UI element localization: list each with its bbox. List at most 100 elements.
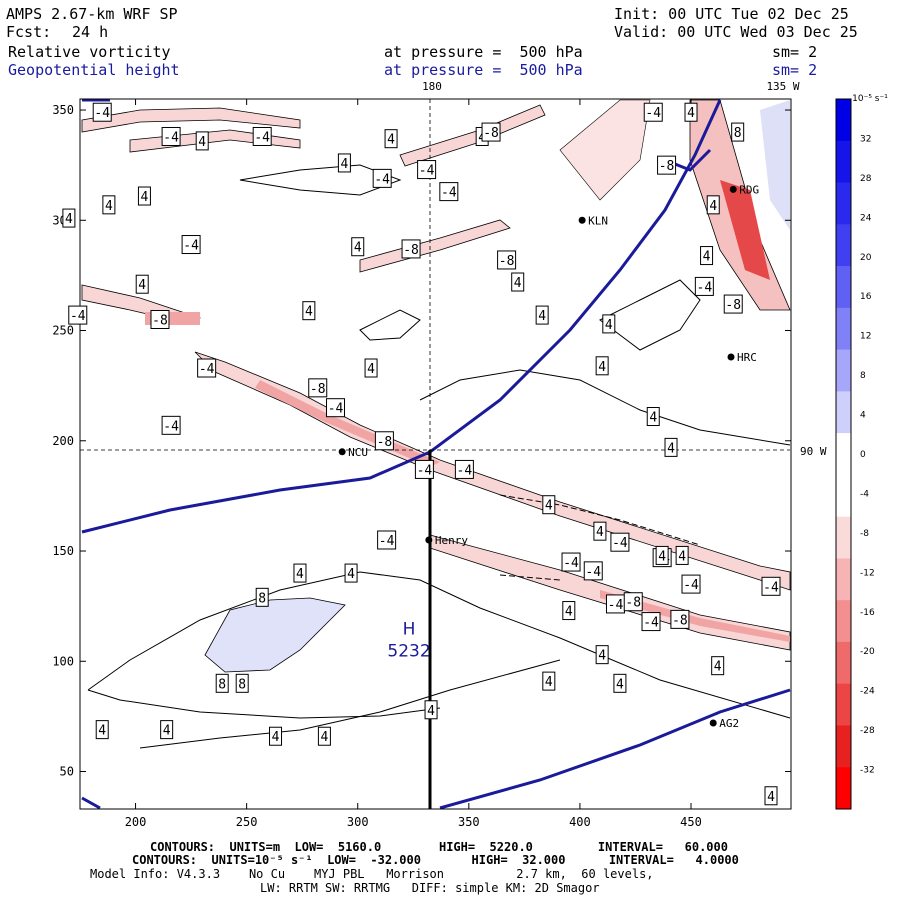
colorbar-segment	[836, 266, 851, 309]
contour-line	[87, 689, 441, 719]
contour-label: -4	[697, 280, 713, 295]
contour-label: 4	[596, 525, 604, 540]
contour-label-box	[269, 726, 283, 746]
contour-label-box	[317, 726, 331, 746]
contour-label: -4	[683, 578, 699, 593]
contour-label: 4	[667, 441, 675, 456]
contour-label-box	[610, 532, 630, 552]
contour-label: -8	[403, 243, 419, 258]
contour-label-box	[135, 274, 149, 294]
colorbar-segment	[836, 725, 851, 768]
contour-label: -8	[377, 435, 393, 450]
contour-label: -4	[163, 419, 179, 434]
colorbar-tick-label: 12	[860, 332, 871, 342]
contour-label: 4	[714, 660, 722, 675]
station-label: NCU	[348, 446, 368, 459]
contour-label-box	[92, 102, 112, 122]
contour-label: -4	[643, 616, 659, 631]
contour-label: 4	[514, 276, 522, 291]
contour-label: 4	[198, 135, 206, 150]
contour-line	[599, 279, 701, 351]
contour-label-box	[160, 720, 174, 740]
contour-label-box	[197, 358, 217, 378]
footer-height-contours: CONTOURS: UNITS=m LOW= 5160.0 HIGH= 5220…	[150, 840, 728, 854]
contour-label-box	[364, 358, 378, 378]
contour-label: 4	[305, 305, 313, 320]
valid-time: Valid: 00 UTC Wed 03 Dec 25	[614, 23, 858, 41]
contour-label-box	[337, 153, 351, 173]
contour-label-box	[255, 587, 269, 607]
contour-label: 4	[565, 605, 573, 620]
colorbar-segment	[836, 349, 851, 392]
contour-label: -8	[310, 382, 326, 397]
contour-label: 4	[709, 199, 717, 214]
contour-label-box	[681, 574, 701, 594]
colorbar-segment	[836, 140, 851, 184]
colorbar-tick-label: 24	[860, 213, 872, 223]
y-tick-label: 350	[52, 103, 74, 117]
contour-label: -4	[94, 106, 110, 121]
contour-label-box	[497, 250, 517, 270]
contour-label: 8	[218, 677, 226, 692]
contour-label: -8	[672, 613, 688, 628]
contour-label-box	[401, 239, 421, 259]
colorbar-tick-label: -4	[860, 489, 869, 499]
smooth1-label: sm= 2	[772, 43, 818, 61]
x-tick-label: 300	[347, 815, 369, 829]
colorbar-segment	[836, 182, 851, 225]
contour-label-box	[561, 552, 581, 572]
contour-label-box	[102, 195, 116, 215]
colorbar-segment	[836, 433, 851, 476]
contour-label: 4	[340, 157, 348, 172]
contour-label-box	[454, 459, 474, 479]
colorbar-tick-label: -8	[860, 529, 869, 539]
contour-label: -4	[379, 534, 395, 549]
colorbar-segment	[836, 391, 851, 434]
contour-label-box	[655, 545, 669, 565]
contour-label-box	[595, 645, 609, 665]
contour-label-box	[684, 102, 698, 122]
contour-label-box	[439, 182, 459, 202]
contour-label: 4	[605, 318, 613, 333]
geopotential-contour	[81, 796, 101, 809]
contour-label: 8	[734, 126, 742, 141]
contour-label-box	[181, 235, 201, 255]
contour-label: -4	[457, 463, 473, 478]
colorbar-frame	[835, 98, 852, 810]
station-label: AG2	[719, 717, 739, 730]
contour-label-box	[694, 276, 714, 296]
contour-label-box	[664, 437, 678, 457]
contour-label: -4	[563, 556, 579, 571]
contour-label-box	[377, 530, 397, 550]
y-tick-label: 250	[52, 324, 74, 338]
contour-label: -4	[645, 106, 661, 121]
contour-label: 8	[258, 591, 266, 606]
contour-label-box	[711, 656, 725, 676]
vorticity-band-core	[600, 590, 790, 642]
station-label: Henry	[435, 534, 468, 547]
forecast-label: Fcst:	[6, 23, 52, 41]
init-time: Init: 00 UTC Tue 02 Dec 25	[614, 5, 849, 23]
colorbar: 32 28 24 20 16 12 8 4 0 -4 -8 -12 -16 -20 -24 -28 -32	[835, 98, 875, 810]
y-tick-label: 100	[52, 654, 74, 668]
colorbar-tick-label: 28	[860, 174, 872, 184]
field1-label: Relative vorticity	[8, 43, 171, 61]
station-label: KLN	[588, 214, 608, 227]
contour-label: -8	[659, 159, 675, 174]
contour-label-box	[613, 673, 627, 693]
colorbar-tick-label: -24	[860, 687, 875, 697]
lon-180-label: 180	[422, 80, 442, 93]
station-label: RDG	[739, 183, 759, 196]
contour-label-box	[215, 673, 229, 693]
contour-label-box	[761, 576, 781, 596]
contour-label: -4	[183, 239, 199, 254]
station-marker	[727, 353, 735, 361]
marks-layer: -4-44-444-4-44444-44-8-4-8-84-4-8444-44-…	[62, 102, 781, 806]
contour-label-box	[595, 356, 609, 376]
colorbar-segment	[836, 474, 851, 518]
contour-label: 4	[658, 549, 666, 564]
contour-label-box	[302, 301, 316, 321]
contour-label-box	[372, 168, 392, 188]
contour-label-box	[326, 398, 346, 418]
contour-label: -4	[419, 164, 435, 179]
